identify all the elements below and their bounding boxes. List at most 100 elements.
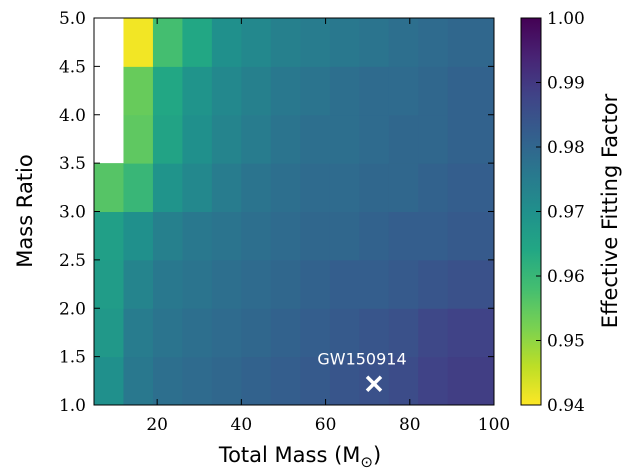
- heatmap-cell: [388, 308, 419, 358]
- heatmap-cell: [123, 259, 154, 309]
- heatmap-cell: [211, 259, 242, 309]
- heatmap-cell: [359, 66, 390, 116]
- colorbar-title: Effective Fitting Factor: [598, 93, 622, 328]
- gw150914-label: GW150914: [317, 350, 406, 369]
- heatmap-cell: [241, 163, 272, 212]
- heatmap-cell: [270, 114, 301, 164]
- heatmap-cell: [329, 211, 360, 261]
- heatmap-cell: [329, 259, 360, 309]
- y-tick-label: 5.0: [59, 9, 86, 29]
- heatmap-cell: [241, 356, 272, 406]
- heatmap-cell: [123, 308, 154, 358]
- heatmap-cell: [182, 308, 213, 358]
- heatmap-cell: [123, 211, 154, 261]
- heatmap-cell: [211, 163, 242, 212]
- heatmap-cell: [418, 18, 449, 67]
- heatmap-cell: [211, 308, 242, 358]
- y-tick-label: 4.5: [59, 57, 86, 77]
- y-tick-label: 1.5: [59, 348, 86, 368]
- heatmap-cell: [123, 356, 154, 406]
- heatmap-cell: [94, 211, 124, 261]
- x-axis-title: Total Mass (M⊙): [218, 443, 381, 470]
- heatmap-cell: [300, 114, 331, 164]
- colorbar-tick-label: 0.98: [547, 138, 585, 158]
- heatmap-cell: [182, 356, 213, 406]
- heatmap-cell: [300, 163, 331, 212]
- heatmap-cell: [152, 259, 183, 309]
- y-tick-label: 3.5: [59, 154, 86, 174]
- colorbar-tick-label: 0.94: [547, 396, 585, 416]
- heatmap-cell: [152, 211, 183, 261]
- x-tick-label: 40: [231, 415, 253, 435]
- heatmap-cell: [418, 211, 449, 261]
- heatmap-cell: [447, 211, 495, 261]
- heatmap-cell: [388, 211, 419, 261]
- heatmap-cell: [152, 18, 183, 67]
- heatmap-cell: [123, 163, 154, 212]
- heatmap-cell: [447, 308, 495, 358]
- y-tick-label: 2.0: [59, 299, 86, 319]
- heatmap-cell: [388, 356, 419, 406]
- heatmap-cell: [447, 259, 495, 309]
- y-axis-title: Mass Ratio: [13, 154, 37, 267]
- colorbar-tick-label: 0.96: [547, 267, 585, 287]
- heatmap-cell: [270, 259, 301, 309]
- heatmap-cell: [94, 308, 124, 358]
- heatmap-cell: [418, 163, 449, 212]
- heatmap-cell: [211, 66, 242, 116]
- heatmap-cell: [447, 114, 495, 164]
- heatmap-cell: [152, 356, 183, 406]
- heatmap-cell: [211, 18, 242, 67]
- heatmap-cell: [359, 18, 390, 67]
- heatmap-cell: [359, 308, 390, 358]
- y-axis: 1.0 1.5 2.0 2.5 3.0 3.5 4.0 4.5 5.0: [59, 9, 494, 416]
- y-tick-label: 1.0: [59, 396, 86, 416]
- heatmap-cell: [447, 66, 495, 116]
- y-tick-label: 2.5: [59, 251, 86, 271]
- y-tick-label: 4.0: [59, 106, 86, 126]
- x-tick-label: 100: [478, 415, 510, 435]
- heatmap-cell: [447, 356, 495, 406]
- heatmap-cell: [241, 259, 272, 309]
- x-axis-title-subscript: ⊙: [360, 453, 373, 470]
- y-tick-label: 3.0: [59, 203, 86, 223]
- heatmap-cell: [388, 163, 419, 212]
- heatmap-cell: [418, 66, 449, 116]
- heatmap-cell: [418, 356, 449, 406]
- heatmap-cell: [152, 308, 183, 358]
- heatmap-cell: [94, 356, 124, 406]
- heatmap-cell: [359, 259, 390, 309]
- heatmap-cell: [270, 163, 301, 212]
- colorbar-tick-label: 1.00: [547, 9, 585, 29]
- heatmap-cell: [123, 18, 154, 67]
- heatmap-cell: [241, 66, 272, 116]
- heatmap-cell: [241, 114, 272, 164]
- heatmap-cell: [418, 308, 449, 358]
- heatmap-cell: [182, 211, 213, 261]
- heatmap-cell: [182, 114, 213, 164]
- heatmap-cell: [270, 211, 301, 261]
- heatmap-cell: [388, 18, 419, 67]
- heatmap-cell: [152, 163, 183, 212]
- x-tick-label: 60: [315, 415, 337, 435]
- heatmap-cell: [388, 259, 419, 309]
- colorbar-tick-label: 0.99: [547, 74, 585, 94]
- heatmap-cell: [211, 211, 242, 261]
- heatmap-cell: [241, 18, 272, 67]
- annotation: GW150914: [317, 350, 407, 392]
- heatmap-cell: [418, 259, 449, 309]
- heatmap-cell: [94, 163, 124, 212]
- heatmap-cell: [241, 308, 272, 358]
- heatmap-cell: [300, 211, 331, 261]
- heatmap-cell: [300, 66, 331, 116]
- x-axis-title-close: ): [373, 443, 381, 467]
- heatmap-cell: [388, 66, 419, 116]
- heatmap-cell: [447, 163, 495, 212]
- heatmap-cell: [359, 211, 390, 261]
- heatmap-cell: [270, 18, 301, 67]
- gw150914-marker: [365, 375, 383, 392]
- heatmap-cell: [300, 259, 331, 309]
- x-axis: 20 40 60 80 100: [146, 18, 510, 435]
- heatmap-cell: [211, 114, 242, 164]
